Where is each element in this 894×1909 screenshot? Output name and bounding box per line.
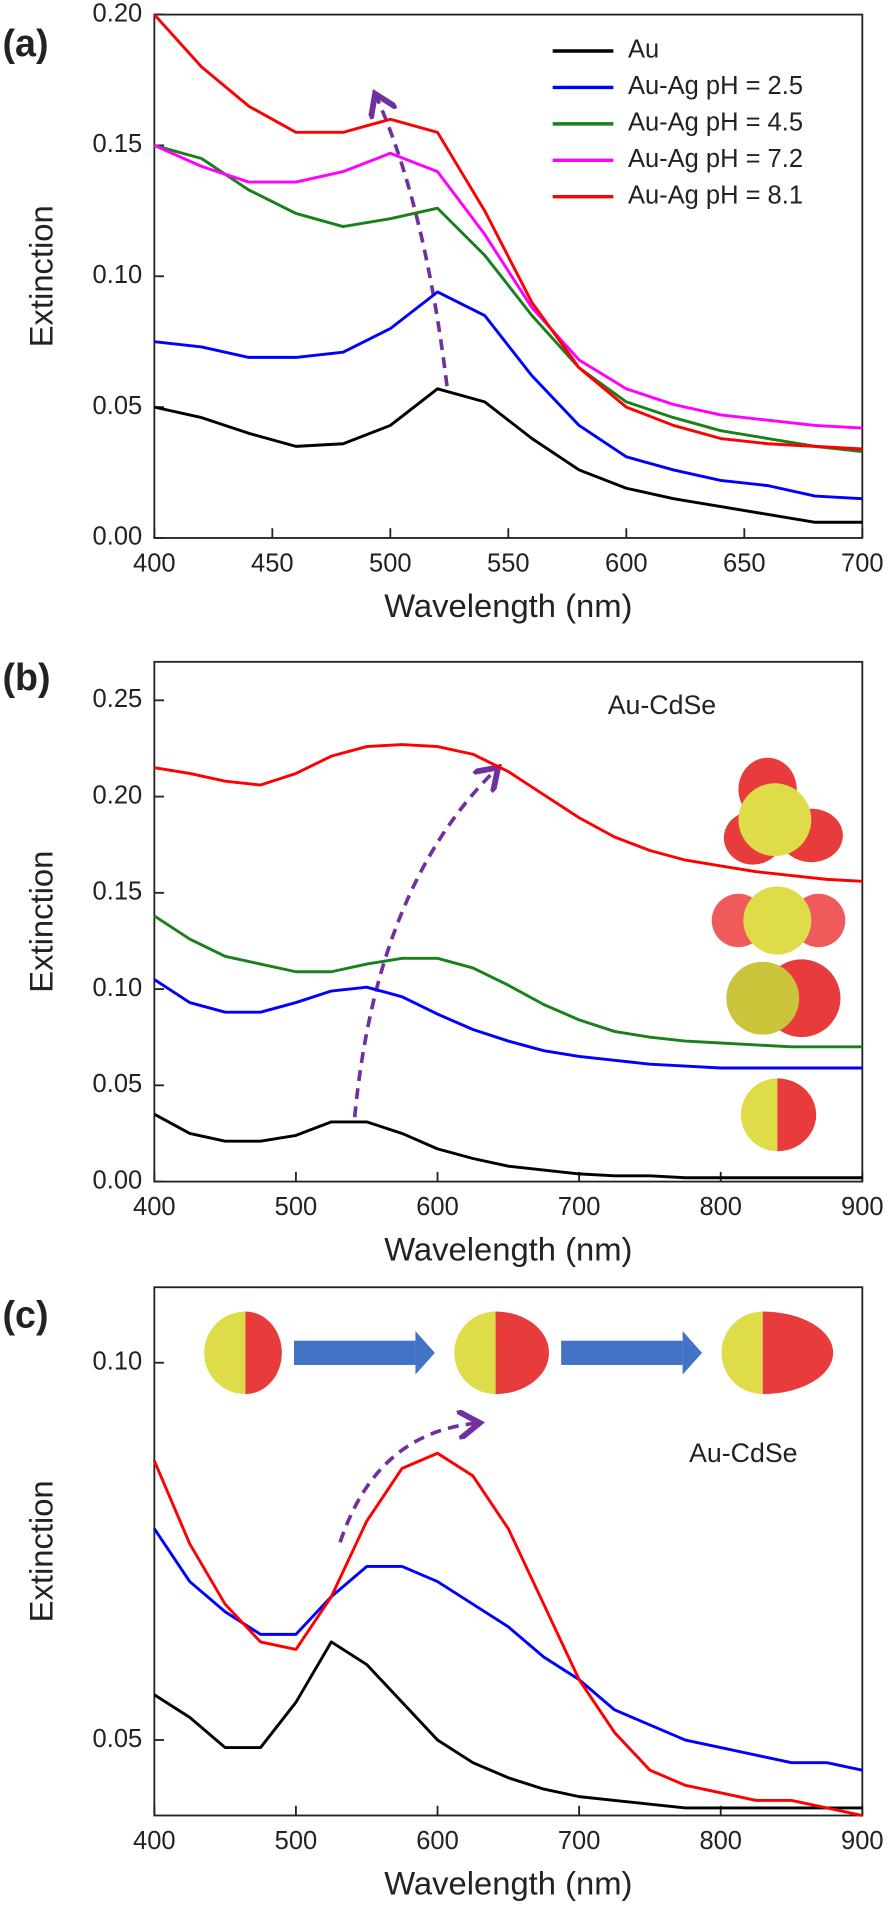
panel-label: (c) — [3, 1294, 49, 1336]
y-tick-label: 0.15 — [93, 130, 143, 158]
y-axis-label: Extinction — [22, 1480, 59, 1622]
shift-arrow — [338, 1423, 476, 1543]
line-series — [154, 387, 863, 524]
line-series — [153, 1112, 863, 1180]
y-tick-label: 0.05 — [93, 1070, 143, 1098]
line-series — [153, 144, 863, 430]
annotation: Au-CdSe — [608, 690, 716, 720]
legend-label: Au — [628, 36, 659, 64]
line-series — [154, 743, 863, 883]
plot-frame — [153, 1286, 864, 1817]
x-tick-label: 700 — [558, 1193, 601, 1221]
x-tick-label: 400 — [133, 1827, 176, 1855]
x-tick-label: 800 — [699, 1193, 742, 1221]
y-axis-label: Extinction — [22, 205, 59, 347]
x-tick-label: 600 — [605, 549, 648, 577]
x-tick-label: 900 — [841, 1827, 884, 1855]
x-tick-label: 450 — [251, 549, 294, 577]
panel-label: (b) — [3, 656, 51, 698]
y-tick-label: 0.10 — [93, 1347, 143, 1375]
y-tick-label: 0.20 — [93, 0, 143, 27]
x-tick-label: 600 — [416, 1193, 459, 1221]
y-tick-label: 0.05 — [93, 392, 143, 420]
x-tick-label: 650 — [723, 549, 766, 577]
x-tick-label: 700 — [558, 1827, 601, 1855]
particle-insets — [711, 757, 846, 1152]
line-series — [153, 978, 863, 1070]
y-tick-label: 0.10 — [93, 974, 143, 1002]
line-series — [153, 144, 863, 454]
x-tick-label: 700 — [841, 549, 884, 577]
y-tick-label: 0.10 — [93, 261, 143, 289]
x-axis-label: Wavelength (nm) — [384, 587, 632, 624]
legend-label: Au-Ag pH = 8.1 — [628, 181, 803, 209]
y-tick-label: 0.20 — [93, 781, 143, 809]
line-series — [154, 290, 863, 501]
x-tick-label: 600 — [416, 1827, 459, 1855]
legend-label: Au-Ag pH = 7.2 — [628, 145, 803, 173]
x-axis-label: Wavelength (nm) — [384, 1231, 632, 1268]
legend-label: Au-Ag pH = 4.5 — [628, 109, 803, 137]
x-tick-label: 550 — [487, 549, 530, 577]
annotation: Au-CdSe — [689, 1438, 797, 1468]
shift-arrow — [352, 770, 496, 1118]
line-series — [153, 13, 863, 451]
y-tick-label: 0.05 — [93, 1725, 143, 1753]
x-tick-label: 900 — [841, 1193, 884, 1221]
line-series — [153, 914, 863, 1049]
y-tick-label: 0.00 — [93, 523, 143, 551]
x-tick-label: 400 — [133, 1193, 176, 1221]
x-tick-label: 800 — [699, 1827, 742, 1855]
x-tick-label: 500 — [275, 1827, 318, 1855]
x-tick-label: 500 — [369, 549, 412, 577]
y-axis-label: Extinction — [22, 851, 59, 993]
shift-arrow — [377, 97, 449, 387]
x-tick-label: 500 — [275, 1193, 318, 1221]
panel-label: (a) — [3, 22, 49, 64]
line-series — [153, 1527, 863, 1772]
legend-label: Au-Ag pH = 2.5 — [628, 72, 803, 100]
x-tick-label: 400 — [133, 549, 176, 577]
y-tick-label: 0.15 — [93, 878, 143, 906]
line-series — [152, 1451, 863, 1817]
x-axis-label: Wavelength (nm) — [384, 1865, 632, 1902]
line-series — [153, 1640, 863, 1810]
plot-frame — [153, 660, 864, 1183]
y-tick-label: 0.25 — [93, 685, 143, 713]
growth-insets — [204, 1311, 834, 1395]
y-tick-label: 0.00 — [93, 1166, 143, 1194]
